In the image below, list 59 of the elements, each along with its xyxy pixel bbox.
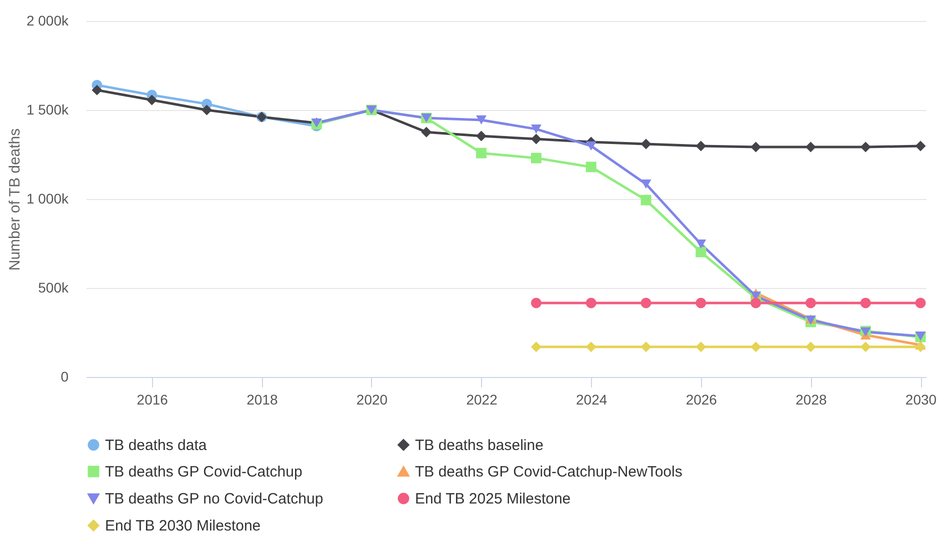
point	[530, 342, 542, 352]
point	[696, 239, 706, 249]
x-tick-label: 2028	[796, 392, 827, 408]
legend-label: End TB 2025 Milestone	[415, 490, 571, 508]
point	[915, 140, 926, 152]
point	[805, 142, 816, 152]
point	[476, 148, 487, 158]
x-tick-label: 2022	[466, 392, 498, 408]
point	[476, 115, 487, 125]
y-tick-label: 1 000k	[26, 190, 70, 206]
legend-label: TB deaths baseline	[415, 436, 544, 454]
point	[202, 104, 212, 116]
legend-label: TB deaths GP Covid-Catchup	[105, 464, 302, 480]
point	[530, 298, 542, 308]
point	[696, 342, 706, 352]
point	[860, 342, 871, 352]
point	[696, 246, 706, 258]
point	[915, 342, 926, 352]
x-tick-label: 2016	[136, 392, 168, 408]
point	[750, 342, 762, 352]
point	[860, 298, 871, 308]
legend-label: TB deaths GP Covid-Catchup-NewTools	[415, 464, 682, 480]
point	[586, 298, 596, 308]
point	[640, 138, 652, 150]
legend-label: TB deaths GP no Covid-Catchup	[105, 490, 324, 508]
point	[92, 84, 102, 96]
point	[696, 298, 706, 308]
point	[530, 152, 542, 164]
point	[586, 342, 596, 352]
point	[640, 194, 652, 206]
x-tick-label: 2020	[356, 392, 388, 408]
legend-label: TB deaths data	[105, 436, 208, 454]
y-tick-label: 2 000k	[26, 12, 70, 28]
point	[915, 298, 926, 308]
point	[805, 298, 816, 308]
point	[146, 94, 158, 106]
point	[696, 140, 706, 152]
y-tick-label: 0	[60, 368, 69, 384]
point	[805, 342, 816, 352]
point	[530, 124, 542, 134]
y-axis-title: Number of TB deaths	[6, 128, 24, 271]
point	[640, 298, 652, 308]
x-tick-label: 2018	[246, 392, 278, 408]
y-tick-label: 500k	[38, 280, 70, 296]
point	[476, 130, 487, 142]
point	[586, 141, 596, 150]
x-tick-label: 2026	[686, 392, 718, 408]
point	[640, 342, 652, 352]
point	[530, 134, 542, 144]
point	[750, 142, 762, 152]
point	[586, 162, 596, 172]
y-tick-label: 1 500k	[26, 102, 70, 118]
x-tick-label: 2024	[576, 392, 608, 408]
point	[640, 180, 652, 189]
point	[860, 142, 871, 152]
point	[750, 298, 762, 308]
x-tick-label: 2030	[905, 392, 937, 408]
point	[421, 126, 432, 138]
legend-label: End TB 2030 Milestone	[105, 518, 261, 534]
